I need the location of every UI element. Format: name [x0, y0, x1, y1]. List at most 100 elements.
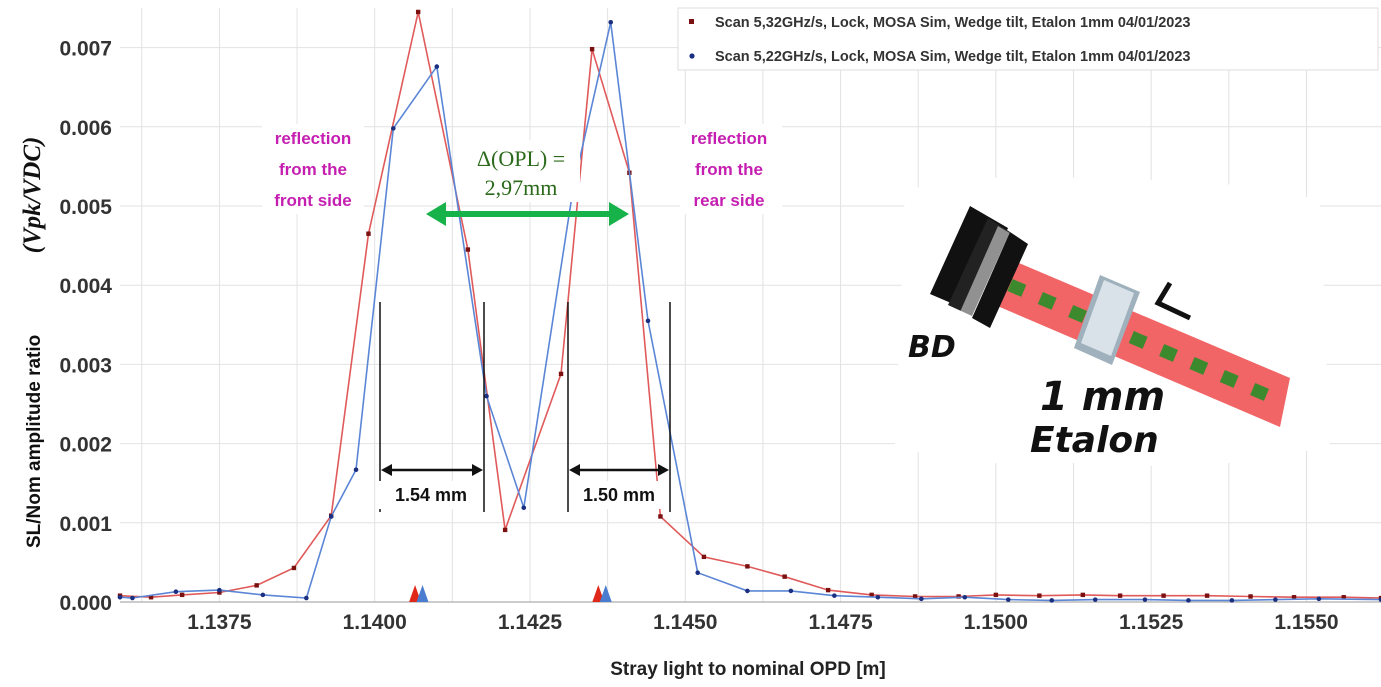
x-tick-label: 1.1475	[808, 611, 873, 634]
angle-icon	[1154, 281, 1192, 321]
series-2-point	[260, 592, 266, 598]
fwhm-left-label: 1.54 mm	[395, 485, 467, 505]
delta-opl-annotation: Δ(OPL) = 2,97mm	[426, 140, 629, 226]
series-2-point	[1142, 597, 1148, 602]
series-1-point	[1341, 595, 1346, 600]
series-1-point	[1204, 593, 1210, 598]
laser-beam	[988, 255, 1290, 427]
peak-triangle-marker	[416, 585, 429, 602]
series-1-point	[825, 587, 831, 593]
series-1-point	[291, 565, 297, 571]
series-2-point	[1378, 597, 1381, 602]
series-1-point	[589, 46, 595, 52]
series-2-point	[608, 19, 614, 25]
y-tick-label: 0.007	[59, 38, 112, 61]
series-2-point	[1229, 598, 1235, 603]
series-2-point	[304, 595, 309, 601]
plot-area	[117, 9, 1381, 603]
series-2-point	[484, 393, 489, 399]
y-tick-label: 0.003	[59, 354, 112, 377]
delta-opl-line2: 2,97mm	[485, 175, 558, 200]
series-1-point	[366, 231, 371, 236]
inset-etalon-label-line1: 1 mm	[1040, 374, 1165, 420]
series-2-point	[217, 587, 222, 593]
rear-reflection-annotation: reflection from the rear side	[680, 124, 782, 214]
series-2-point	[832, 593, 837, 598]
series-1-point	[993, 592, 999, 598]
series-1-point	[956, 594, 961, 599]
y-tick-label: 0.000	[59, 592, 112, 615]
series-2-point	[788, 588, 794, 594]
rear-reflection-line2: from the	[695, 160, 763, 179]
series-1-point	[465, 247, 471, 252]
y-tick-label: 0.005	[59, 196, 112, 219]
series-1-point	[912, 594, 918, 599]
legend-marker-series-1	[689, 19, 694, 24]
legend-label-series-1: Scan 5,32GHz/s, Lock, MOSA Sim, Wedge ti…	[715, 15, 1190, 31]
series-2-point	[1092, 597, 1098, 602]
fwhm-annotations: 1.54 mm 1.50 mm	[379, 302, 671, 512]
front-reflection-line2: from the	[279, 160, 347, 179]
x-tick-label: 1.1550	[1274, 611, 1338, 634]
series-2-point	[962, 594, 968, 600]
series-1-point	[869, 592, 874, 598]
series-2-point	[521, 505, 527, 511]
legend: Scan 5,32GHz/s, Lock, MOSA Sim, Wedge ti…	[677, 7, 1379, 71]
series-2-point	[695, 570, 700, 575]
inset-bd-label: BD	[908, 330, 956, 365]
x-tick-label: 1.1400	[343, 611, 407, 634]
front-reflection-line1: reflection	[275, 129, 352, 148]
y-axis-title: SL/Nom amplitude ratio	[24, 335, 45, 548]
series-1-point	[701, 554, 707, 560]
inset-etalon-label-line2: Etalon	[1030, 420, 1159, 461]
rear-reflection-line1: reflection	[691, 129, 768, 148]
series-2-point	[391, 126, 396, 131]
series-2-point	[875, 594, 881, 600]
x-tick-label: 1.1500	[964, 611, 1028, 634]
series-1-point	[1161, 593, 1166, 598]
series-1-point	[782, 574, 787, 579]
series-1-point	[1080, 592, 1086, 598]
series-2-point	[1049, 598, 1055, 603]
delta-opl-line1: Δ(OPL) =	[477, 146, 565, 171]
series-2-point	[353, 467, 359, 473]
fwhm-right-label: 1.50 mm	[583, 485, 655, 505]
series-2-point	[645, 318, 651, 324]
y-tick-label: 0.004	[59, 275, 112, 298]
series-2-point	[173, 589, 179, 595]
series-2-point	[1186, 598, 1191, 603]
series-1-line	[119, 11, 1381, 599]
fwhm-right-arrow	[569, 464, 669, 476]
series-2-point	[1005, 597, 1011, 602]
etalon-inset: BD 1 mm Etalon	[895, 176, 1330, 466]
delta-opl-arrow	[426, 202, 629, 226]
series-1-point	[1117, 593, 1123, 598]
series-2-point	[328, 514, 334, 519]
legend-label-series-2: Scan 5,22GHz/s, Lock, MOSA Sim, Wedge ti…	[715, 49, 1190, 65]
series-1-point	[658, 514, 663, 519]
x-tick-label: 1.1450	[653, 611, 717, 634]
axes: 0.000 0.001 0.002 0.003 0.004 0.005 0.006 0.007…	[59, 38, 1381, 634]
series-2-point	[1316, 596, 1322, 602]
series-1-point	[415, 9, 421, 15]
series-2-point	[745, 588, 750, 594]
series-1-point	[502, 527, 508, 533]
series-2-point	[1273, 597, 1278, 602]
series-1-point	[558, 371, 564, 377]
series-2-point	[117, 594, 123, 600]
y-tick-label: 0.006	[59, 117, 112, 140]
x-tick-label: 1.1525	[1119, 611, 1184, 634]
peak-triangle-marker	[599, 585, 612, 602]
etalon-plate-icon	[1074, 275, 1140, 365]
x-axis-title: Stray light to nominal OPD [m]	[610, 659, 886, 680]
series-1-point	[1037, 593, 1042, 598]
y-tick-label: 0.002	[59, 434, 112, 457]
series-1-point	[217, 590, 222, 595]
series-1-point	[254, 583, 259, 588]
y-axis-title-units: (Vpk/VDC)	[19, 137, 46, 254]
series-1-point	[1291, 595, 1297, 600]
series-1-point	[745, 564, 750, 569]
legend-marker-series-2	[689, 53, 695, 59]
fwhm-left-arrow	[381, 464, 483, 476]
